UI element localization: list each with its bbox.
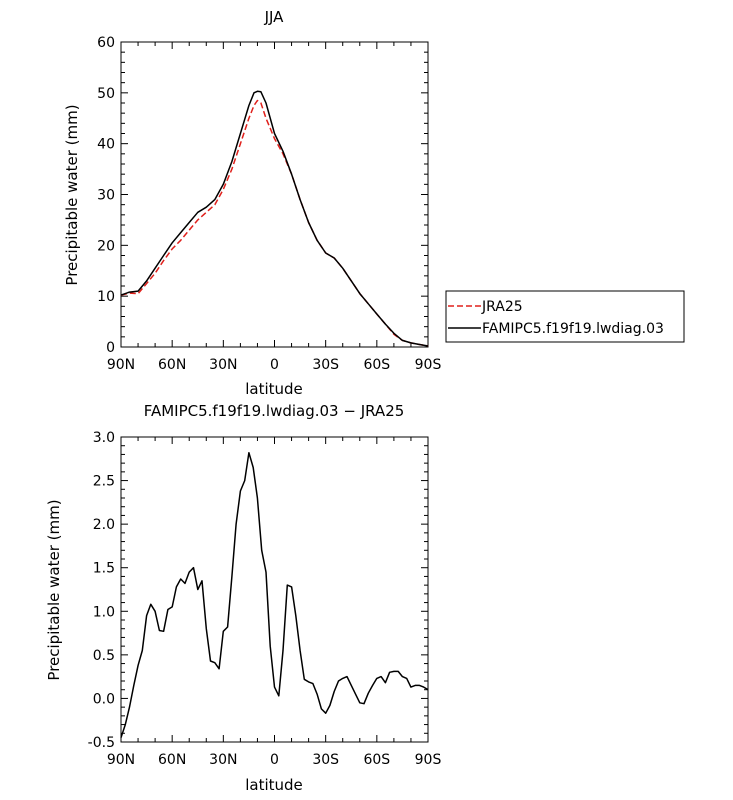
bottom-x-tick-label: 30N bbox=[209, 752, 237, 768]
difference-panel: FAMIPC5.f19f19.lwdiag.03 − JRA25 90N 60N 3… bbox=[45, 402, 441, 794]
bottom-x-tick-label: 90N bbox=[107, 752, 135, 768]
top-x-tick-label: 30N bbox=[209, 357, 237, 373]
top-y-axis-label: Precipitable water (mm) bbox=[63, 104, 81, 285]
bottom-x-tick-label: 60N bbox=[158, 752, 186, 768]
top-x-tick-label: 60S bbox=[363, 357, 390, 373]
bottom-plot-area: 90N 60N 30N 0 30S 60S 90S -0.5 0.0 0.5 1.0 1.5 2.0 2.… bbox=[88, 430, 442, 768]
top-x-tick-label: 90S bbox=[415, 357, 442, 373]
top-series-line-1 bbox=[120, 90, 429, 347]
bottom-y-tick-label: 1.5 bbox=[93, 561, 115, 577]
bottom-y-tick-label: 0.5 bbox=[93, 648, 115, 664]
bottom-y-tick-label: 3.0 bbox=[93, 430, 115, 446]
top-plot-area: 90N 60N 30N 0 30S 60S 90S 0 10 20 30 40 50 60 bbox=[97, 35, 441, 373]
top-y-tick-label: 0 bbox=[106, 340, 115, 356]
bottom-chart-title: FAMIPC5.f19f19.lwdiag.03 − JRA25 bbox=[144, 402, 405, 420]
top-y-tick-label: 30 bbox=[97, 188, 115, 204]
mean-precipitable-water-panel: JJA 90N 60N 30N 0 30S 60S 90S 0 10 20 30 40 50 60 lat… bbox=[63, 8, 685, 398]
bottom-plot-frame bbox=[120, 436, 429, 743]
bottom-y-axis-label: Precipitable water (mm) bbox=[45, 499, 63, 680]
top-series-line-0 bbox=[120, 99, 429, 347]
bottom-series-line-0 bbox=[120, 451, 429, 738]
legend-box bbox=[445, 290, 685, 343]
top-x-tick-label: 0 bbox=[270, 357, 279, 373]
bottom-y-tick-label: 0.0 bbox=[93, 691, 115, 707]
legend-label-jra25: JRA25 bbox=[481, 299, 523, 315]
top-y-tick-label: 60 bbox=[97, 35, 115, 51]
top-chart-title: JJA bbox=[264, 8, 285, 26]
top-y-tick-label: 40 bbox=[97, 137, 115, 153]
top-y-tick-label: 10 bbox=[97, 289, 115, 305]
legend-label-famipc5: FAMIPC5.f19f19.lwdiag.03 bbox=[482, 321, 664, 337]
top-x-tick-label: 90N bbox=[107, 357, 135, 373]
top-y-tick-label: 20 bbox=[97, 238, 115, 254]
bottom-y-tick-label: 2.0 bbox=[93, 517, 115, 533]
legend: JRA25 FAMIPC5.f19f19.lwdiag.03 bbox=[445, 290, 685, 343]
top-x-tick-label: 30S bbox=[312, 357, 339, 373]
top-plot-frame bbox=[120, 41, 429, 348]
bottom-x-axis-label: latitude bbox=[245, 776, 303, 794]
bottom-y-tick-label: 2.5 bbox=[93, 474, 115, 490]
top-x-axis-label: latitude bbox=[245, 380, 303, 398]
bottom-y-tick-label: 1.0 bbox=[93, 604, 115, 620]
bottom-x-tick-label: 90S bbox=[415, 752, 442, 768]
top-x-tick-label: 60N bbox=[158, 357, 186, 373]
top-y-tick-label: 50 bbox=[97, 86, 115, 102]
bottom-y-tick-label: -0.5 bbox=[88, 735, 115, 751]
bottom-x-tick-label: 60S bbox=[363, 752, 390, 768]
bottom-x-tick-label: 30S bbox=[312, 752, 339, 768]
bottom-x-tick-label: 0 bbox=[270, 752, 279, 768]
